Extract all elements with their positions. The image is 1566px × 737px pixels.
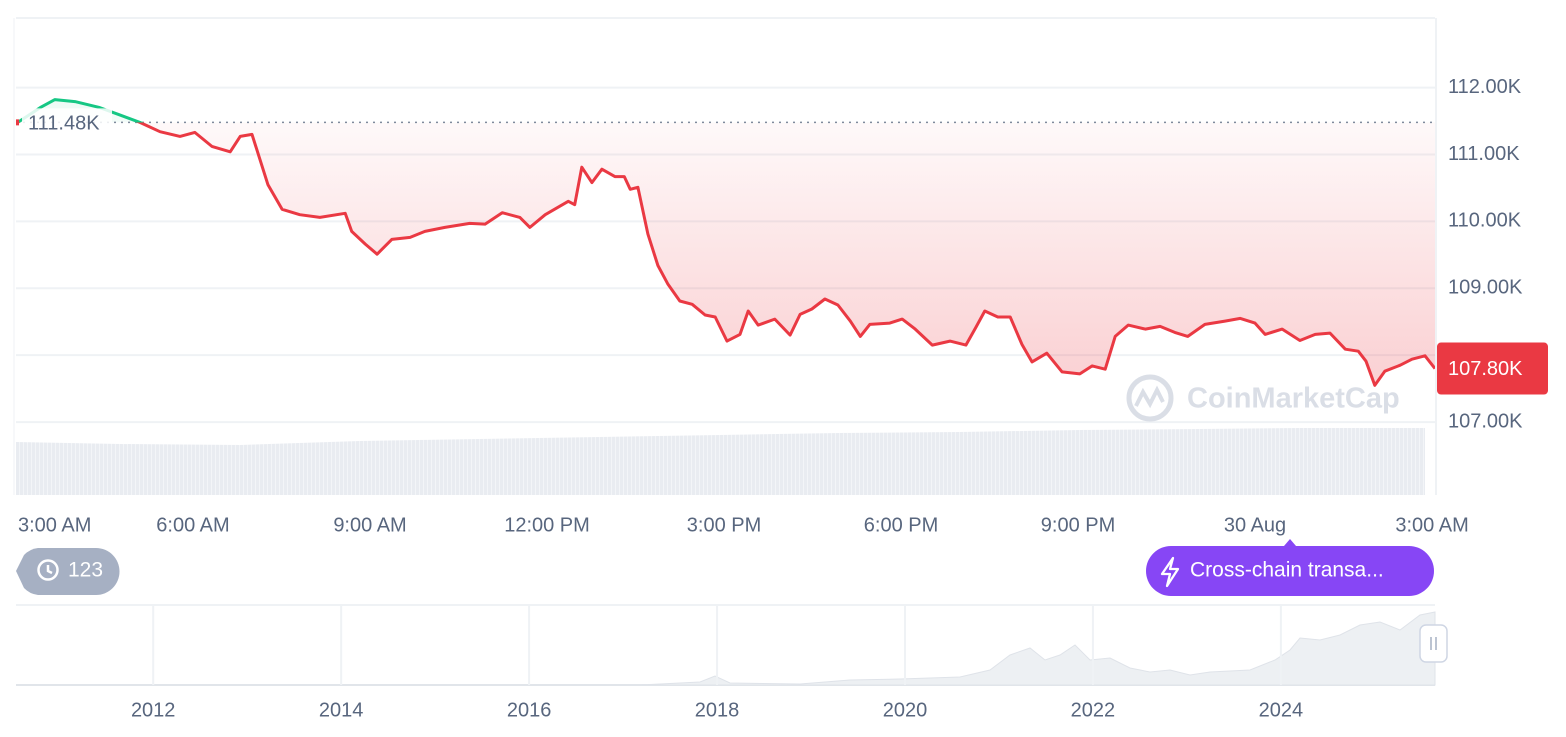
watermark-text: CoinMarketCap: [1187, 383, 1400, 415]
data-layer: [16, 98, 1437, 387]
y-tick-label: 112.00K: [1448, 76, 1522, 98]
current-price-label: 107.80K: [1448, 358, 1523, 380]
x-tick-label: 3:00 PM: [687, 514, 761, 536]
event-pointer: [1284, 539, 1296, 546]
volume-band: [16, 428, 1425, 495]
y-tick-label: 110.00K: [1448, 210, 1522, 232]
x-tick-label: 12:00 PM: [504, 514, 590, 536]
navigator-tick-label: 2022: [1071, 699, 1116, 721]
navigator-tick-label: 2012: [131, 699, 176, 721]
y-tick-label: 109.00K: [1448, 277, 1523, 299]
reference-label: 111.48K: [28, 113, 100, 135]
x-tick-label: 3:00 AM: [18, 514, 91, 536]
event-icon: [1160, 556, 1180, 588]
area-fill: [17, 99, 1435, 386]
x-tick-label: 6:00 PM: [864, 514, 938, 536]
watermark-logo: [1126, 374, 1174, 422]
event-button-bg[interactable]: [1146, 546, 1434, 596]
x-tick-label: 9:00 PM: [1041, 514, 1115, 536]
history-icon-hand: [46, 565, 53, 575]
reference-marker: [16, 119, 19, 126]
navigator: 2012 2014 2016 2018 2020 2022 2024: [16, 604, 1448, 721]
x-tick-label: 9:00 AM: [333, 514, 406, 536]
watermark: CoinMarketCap: [1126, 374, 1400, 422]
navigator-tick-label: 2014: [319, 699, 364, 721]
navigator-tick-label: 2024: [1259, 699, 1304, 721]
history-icon: [37, 559, 59, 581]
navigator-tick-label: 2016: [507, 699, 552, 721]
label-layer: 107.00K108.00K109.00K110.00K111.00K112.0…: [16, 76, 1548, 536]
history-count: 123: [68, 559, 103, 582]
reference-label-bg: [22, 108, 112, 137]
current-price-badge: [1437, 342, 1548, 395]
event-button-label: Cross-chain transa...: [1190, 559, 1384, 582]
history-badge[interactable]: 123: [16, 548, 120, 595]
navigator-handle[interactable]: [1419, 624, 1448, 663]
navigator-silhouette: [16, 611, 1436, 686]
event-button[interactable]: Cross-chain transa...: [1146, 539, 1434, 596]
y-tick-label: 107.00K: [1448, 410, 1523, 432]
history-badge-bg[interactable]: [16, 548, 120, 595]
x-tick-label: 3:00 AM: [1395, 514, 1468, 536]
navigator-tick-label: 2020: [883, 699, 928, 721]
price-line: [16, 98, 1437, 387]
watermark-logo-mark: [1134, 385, 1165, 409]
y-tick-label: 111.00K: [1448, 143, 1520, 165]
navigator-tick-label: 2018: [695, 699, 740, 721]
x-tick-label: 30 Aug: [1224, 514, 1286, 536]
x-tick-label: 6:00 AM: [156, 514, 229, 536]
